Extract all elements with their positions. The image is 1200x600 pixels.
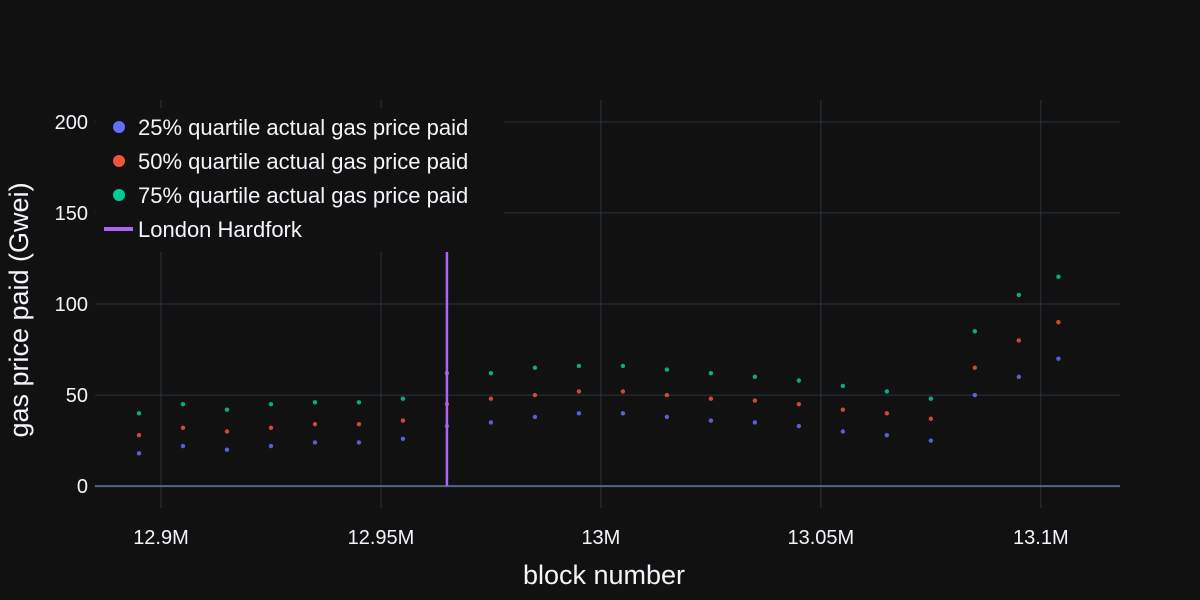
point-s1-3 xyxy=(268,425,274,431)
point-s1-17 xyxy=(884,411,890,416)
point-s2-16 xyxy=(840,383,846,389)
point-s0-19 xyxy=(972,392,978,398)
point-s2-1 xyxy=(180,401,186,407)
legend-marker-25pct xyxy=(113,121,125,133)
legend-label-25pct: 25% quartile actual gas price paid xyxy=(138,115,468,140)
point-s1-20 xyxy=(1016,338,1022,343)
point-s2-6 xyxy=(400,396,406,401)
point-s0-13 xyxy=(708,418,714,423)
grid xyxy=(95,100,1120,508)
point-s1-6 xyxy=(400,418,406,423)
point-s0-21 xyxy=(1056,356,1061,361)
point-s2-10 xyxy=(576,363,582,369)
point-s0-11 xyxy=(620,411,626,416)
legend-label-75pct: 75% quartile actual gas price paid xyxy=(138,183,468,208)
point-s1-12 xyxy=(664,392,670,398)
point-s2-8 xyxy=(488,371,494,376)
point-s1-1 xyxy=(180,425,186,431)
x-tick-label-2: 13M xyxy=(581,527,620,549)
point-s0-16 xyxy=(840,429,846,434)
legend-label-50pct: 50% quartile actual gas price paid xyxy=(138,149,468,174)
point-s1-13 xyxy=(708,396,714,401)
legend[interactable]: 25% quartile actual gas price paid 50% q… xyxy=(96,108,504,252)
point-s2-19 xyxy=(972,329,978,334)
x-axis-ticks: 12.9M 12.95M 13M 13.05M 13.1M xyxy=(133,527,1068,549)
x-tick-label-3: 13.05M xyxy=(787,527,854,549)
legend-item-25pct[interactable]: 25% quartile actual gas price paid xyxy=(113,115,468,140)
point-s0-20 xyxy=(1016,374,1022,380)
point-s1-9 xyxy=(532,392,538,398)
point-s1-21 xyxy=(1056,320,1061,325)
legend-label-london-hardfork: London Hardfork xyxy=(138,217,303,242)
legend-marker-75pct xyxy=(113,189,125,201)
point-s2-14 xyxy=(752,374,758,380)
point-s1-0 xyxy=(136,432,142,438)
point-s0-6 xyxy=(400,436,406,441)
point-s0-10 xyxy=(576,411,582,416)
point-s2-4 xyxy=(312,400,318,405)
y-tick-label-2: 100 xyxy=(55,294,88,316)
point-s2-3 xyxy=(268,401,274,407)
point-s0-2 xyxy=(224,447,230,452)
point-s1-18 xyxy=(928,416,934,421)
point-s0-8 xyxy=(488,420,494,425)
point-s1-19 xyxy=(972,365,978,370)
x-tick-label-1: 12.95M xyxy=(348,527,415,549)
point-s0-14 xyxy=(752,420,758,425)
point-s2-21 xyxy=(1056,274,1061,279)
point-s2-11 xyxy=(620,363,626,369)
x-axis-title: block number xyxy=(523,560,685,590)
x-tick-label-0: 12.9M xyxy=(133,527,189,549)
point-s1-5 xyxy=(356,422,362,427)
point-s2-9 xyxy=(532,365,538,370)
point-s2-15 xyxy=(796,378,802,383)
point-s0-15 xyxy=(796,423,802,429)
point-s1-8 xyxy=(488,396,494,401)
point-s1-16 xyxy=(840,407,846,412)
x-tick-label-4: 13.1M xyxy=(1013,527,1069,549)
y-tick-label-1: 50 xyxy=(66,385,88,407)
point-s0-12 xyxy=(664,414,670,420)
legend-item-50pct[interactable]: 50% quartile actual gas price paid xyxy=(113,149,468,174)
point-s2-20 xyxy=(1016,292,1022,298)
legend-item-75pct[interactable]: 75% quartile actual gas price paid xyxy=(113,183,468,208)
point-s0-5 xyxy=(356,440,362,445)
point-s2-2 xyxy=(224,407,230,412)
point-s0-9 xyxy=(532,414,538,420)
point-s2-18 xyxy=(928,396,934,401)
point-s2-0 xyxy=(136,411,142,416)
point-s2-13 xyxy=(708,371,714,376)
y-tick-label-4: 200 xyxy=(55,112,88,134)
y-axis-ticks: 0 50 100 150 200 xyxy=(55,112,88,498)
legend-marker-50pct xyxy=(113,155,125,167)
legend-item-london-hardfork[interactable]: London Hardfork xyxy=(104,217,303,242)
legend-background xyxy=(96,108,504,252)
y-tick-label-0: 0 xyxy=(77,476,88,498)
point-s0-0 xyxy=(136,451,142,456)
y-axis-title: gas price paid (Gwei) xyxy=(4,182,34,437)
point-s2-12 xyxy=(664,367,670,372)
point-s1-11 xyxy=(620,389,626,394)
point-s2-17 xyxy=(884,389,890,394)
point-s1-2 xyxy=(224,429,230,434)
point-s0-1 xyxy=(180,443,186,449)
point-s0-4 xyxy=(312,440,318,445)
point-s1-14 xyxy=(752,398,758,403)
y-tick-label-3: 150 xyxy=(55,203,88,225)
point-s2-5 xyxy=(356,400,362,405)
point-s0-17 xyxy=(884,432,890,438)
point-s0-3 xyxy=(268,443,274,449)
point-s0-18 xyxy=(928,438,934,443)
point-s1-4 xyxy=(312,422,318,427)
point-s1-10 xyxy=(576,389,582,394)
point-s1-15 xyxy=(796,401,802,407)
